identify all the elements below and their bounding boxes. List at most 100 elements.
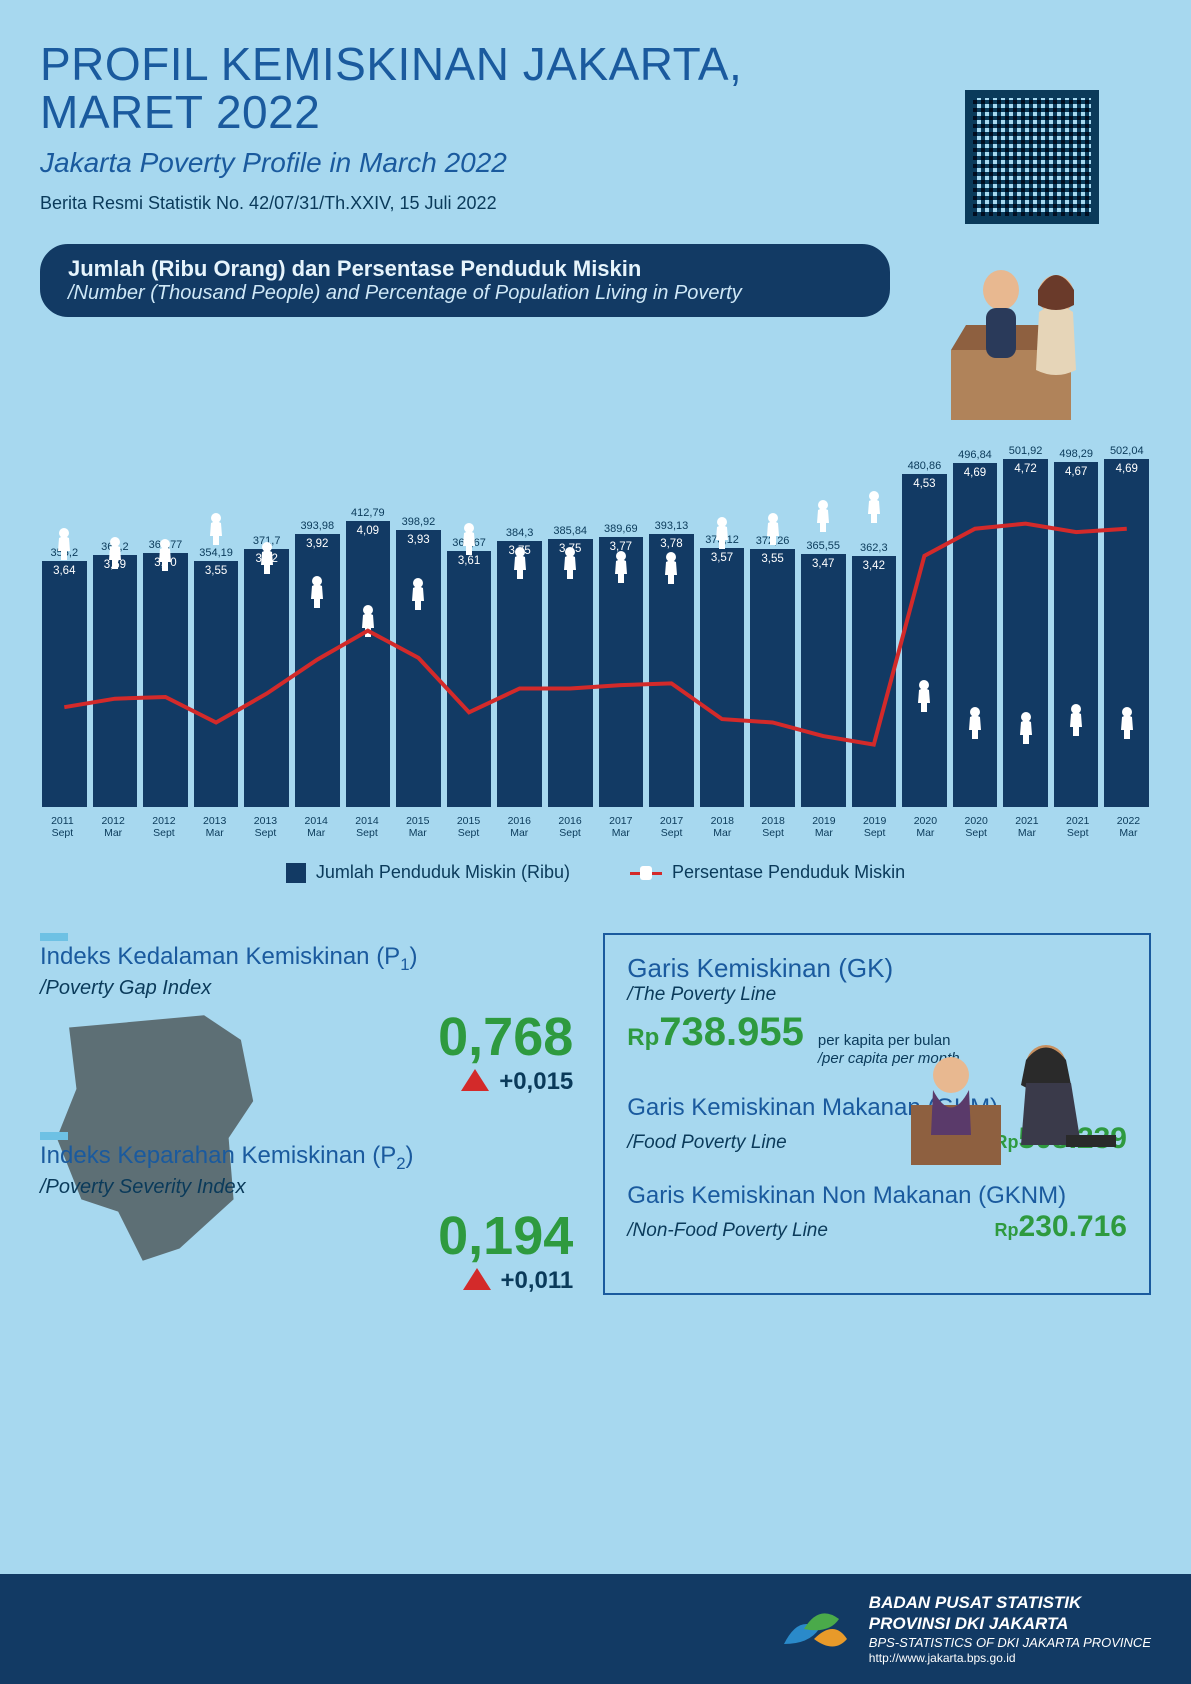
bar-value-label: 365,55 <box>806 540 840 552</box>
bar-slot: 354,193,55 <box>194 547 239 806</box>
person-icon <box>913 679 935 713</box>
legend-line-swatch <box>630 863 662 883</box>
pct-label: 3,78 <box>660 538 682 550</box>
pct-label: 3,57 <box>711 552 733 564</box>
person-icon <box>863 490 885 524</box>
pct-label: 4,69 <box>964 467 986 479</box>
section-title: Jumlah (Ribu Orang) dan Persentase Pendu… <box>68 256 862 282</box>
x-axis-label: 2011Sept <box>40 815 85 840</box>
x-axis-label: 2013Sept <box>243 815 288 840</box>
bar-slot: 502,04 4,69 <box>1104 445 1149 807</box>
gknm-value: Rp230.716 <box>995 1210 1127 1244</box>
chart-x-axis: 2011Sept2012Mar2012Sept2013Mar2013Sept20… <box>40 815 1151 840</box>
bar: 3,70 <box>143 553 188 807</box>
x-axis-label: 2016Sept <box>548 815 593 840</box>
legend-bar-swatch <box>286 863 306 883</box>
header: PROFIL KEMISKINAN JAKARTA, MARET 2022 Ja… <box>40 40 1151 214</box>
person-icon <box>610 550 632 584</box>
poverty-chart: 355,23,64363,23,69366,773,70354,193,5537… <box>40 407 1151 883</box>
person-icon <box>559 546 581 580</box>
bar: 3,64 <box>42 561 87 807</box>
bar-slot: 501,924,72 <box>1003 445 1048 806</box>
up-triangle-icon <box>461 1069 489 1091</box>
bar: 3,57 <box>700 548 745 806</box>
bar-value-label: 398,92 <box>402 516 436 528</box>
person-icon <box>509 546 531 580</box>
x-axis-label: 2017Sept <box>649 815 694 840</box>
person-icon <box>812 499 834 533</box>
legend-line: Persentase Penduduk Miskin <box>630 862 905 883</box>
pct-label: 3,93 <box>407 534 429 546</box>
bar-value-label: 498,29 <box>1059 448 1093 460</box>
p1-delta-value: +0,015 <box>499 1068 573 1095</box>
bar-slot: 371,73,72 <box>244 535 289 806</box>
person-icon <box>205 512 227 546</box>
p2-subtitle: /Poverty Severity Index <box>40 1176 573 1199</box>
bar-slot: 480,86 4,53 <box>902 460 947 807</box>
x-axis-label: 2021Mar <box>1005 815 1050 840</box>
person-icon <box>1015 711 1037 745</box>
person-icon <box>154 538 176 572</box>
x-axis-label: 2017Mar <box>598 815 643 840</box>
x-axis-label: 2019Mar <box>801 815 846 840</box>
bar-value-label: 389,69 <box>604 523 638 535</box>
bar-slot: 368,673,61 <box>447 537 492 806</box>
footer-org-1: BADAN PUSAT STATISTIK <box>869 1592 1151 1613</box>
pct-label: 4,69 <box>1116 463 1138 475</box>
bar: 4,67 <box>1054 462 1099 807</box>
bar-slot: 498,29 4,67 <box>1054 448 1099 807</box>
x-axis-label: 2014Sept <box>345 815 390 840</box>
title-line-1: PROFIL KEMISKINAN JAKARTA, <box>40 38 742 90</box>
up-triangle-icon <box>463 1268 491 1290</box>
p1-subtitle: /Poverty Gap Index <box>40 977 573 1000</box>
person-icon <box>256 541 278 575</box>
bar: 3,42 <box>852 556 897 807</box>
person-icon <box>53 527 75 561</box>
bar-value-label: 496,84 <box>958 449 992 461</box>
gknm-amount: 230.716 <box>1019 1210 1127 1243</box>
bar: 4,09 <box>346 521 391 807</box>
bar-value-label: 501,92 <box>1009 445 1043 457</box>
legend-bar-label: Jumlah Penduduk Miskin (Ribu) <box>316 862 570 882</box>
indices-panel: Indeks Kedalaman Kemiskinan (P1) /Povert… <box>40 933 573 1295</box>
p2-delta-value: +0,011 <box>501 1267 574 1294</box>
accent-bar-icon <box>40 933 68 941</box>
bar-value-label: 502,04 <box>1110 445 1144 457</box>
bar-slot: 496,84 4,69 <box>953 449 998 807</box>
bar-slot: 389,693,77 <box>599 523 644 807</box>
gknm-subtitle: /Non-Food Poverty Line <box>627 1220 828 1242</box>
bar-slot: 355,23,64 <box>42 547 87 807</box>
x-axis-label: 2018Mar <box>700 815 745 840</box>
bar-slot: 373,123,57 <box>700 534 745 806</box>
bar-value-label: 480,86 <box>908 460 942 472</box>
x-axis-label: 2012Mar <box>91 815 136 840</box>
pct-label: 3,64 <box>53 565 75 577</box>
pct-label: 3,55 <box>205 565 227 577</box>
gk-value: Rp738.955 <box>627 1010 804 1055</box>
legend-bar: Jumlah Penduduk Miskin (Ribu) <box>286 862 570 883</box>
x-axis-label: 2016Mar <box>497 815 542 840</box>
bar: 3,55 <box>194 561 239 806</box>
pct-label: 3,47 <box>812 558 834 570</box>
pct-label: 4,09 <box>357 525 379 537</box>
person-icon <box>660 551 682 585</box>
x-axis-label: 2020Mar <box>903 815 948 840</box>
legend-line-label: Persentase Penduduk Miskin <box>672 862 905 882</box>
person-icon <box>104 536 126 570</box>
footer-org-2: PROVINSI DKI JAKARTA <box>869 1613 1151 1634</box>
bar-slot: 362,33,42 <box>852 542 897 807</box>
bar-slot: 372,263,55 <box>750 535 795 807</box>
person-icon <box>711 516 733 550</box>
currency-prefix: Rp <box>995 1220 1019 1240</box>
bar-value-label: 393,13 <box>655 520 689 532</box>
x-axis-label: 2022Mar <box>1106 815 1151 840</box>
x-axis-label: 2013Mar <box>192 815 237 840</box>
gk-title: Garis Kemiskinan (GK) <box>627 953 1127 984</box>
sitting-illustration <box>871 1005 1131 1175</box>
bar-slot: 393,13 3,78 <box>649 520 694 806</box>
p2-title: Indeks Keparahan Kemiskinan (P2) <box>40 1142 573 1174</box>
pct-label: 3,92 <box>306 538 328 550</box>
pct-label: 4,67 <box>1065 466 1087 478</box>
pct-label: 4,53 <box>913 478 935 490</box>
bar-slot: 384,33,75 <box>497 527 542 807</box>
